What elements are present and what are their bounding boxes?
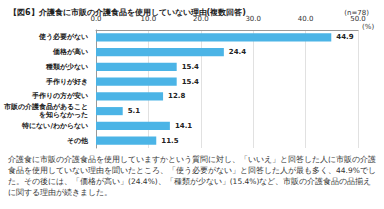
svg-text:24.4: 24.4 [229,48,246,56]
svg-text:44.9: 44.9 [336,33,353,41]
svg-text:50.0: 50.0 [350,14,366,23]
svg-text:手作りの方が安い: 手作りの方が安い [31,91,88,100]
svg-text:市販の介護食品があること: 市販の介護食品があること [3,102,88,111]
svg-text:(n=78): (n=78) [344,9,369,17]
svg-text:11.5: 11.5 [161,137,178,145]
svg-text:を知らなかった: を知らなかった [39,111,88,119]
svg-text:30.0: 30.0 [245,15,261,23]
svg-text:種類が少ない: 種類が少ない [45,63,88,71]
svg-text:14.1: 14.1 [175,122,192,130]
svg-text:0.0: 0.0 [90,14,102,23]
svg-text:特にない/わからない: 特にない/わからない [21,122,88,130]
svg-text:12.8: 12.8 [168,92,185,100]
svg-text:5.1: 5.1 [128,107,141,115]
svg-text:40.0: 40.0 [298,15,314,23]
svg-text:20.0: 20.0 [193,14,209,23]
svg-text:(%): (%) [362,23,374,31]
html-text:介護食に市販の介護食品を使用していますかという質問に対し、「: 介護食に市販の介護食品を使用していますかという質問に対し、「いいえ」と回答した人… [8,155,376,197]
svg-text:15.4: 15.4 [182,78,199,86]
svg-text:10.0: 10.0 [140,14,157,23]
svg-text:15.4: 15.4 [182,63,199,71]
svg-text:価格が高い: 価格が高い [52,47,88,56]
svg-text:【図6】介護食に市販の介護食品を使用していない理由(複数回答: 【図6】介護食に市販の介護食品を使用していない理由(複数回答) [9,7,246,17]
svg-text:その他: その他 [67,137,89,145]
svg-text:使う必要がない: 使う必要がない [38,32,88,41]
svg-text:手作りが好き: 手作りが好き [45,77,88,86]
